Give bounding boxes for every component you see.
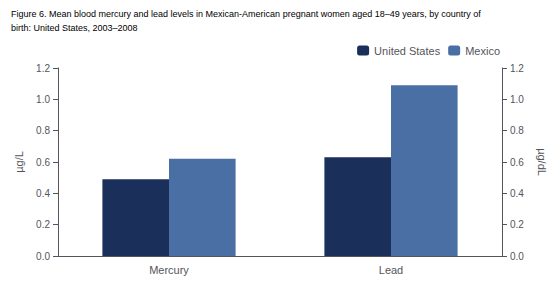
svg-text:0.6: 0.6 (510, 157, 524, 168)
svg-text:0.4: 0.4 (36, 188, 50, 199)
svg-text:Figure 6. Mean blood mercury a: Figure 6. Mean blood mercury and lead le… (11, 9, 481, 19)
svg-text:birth: United States, 2003–200: birth: United States, 2003–2008 (11, 23, 138, 33)
svg-text:1.0: 1.0 (36, 94, 50, 105)
svg-text:0.0: 0.0 (510, 251, 524, 262)
svg-text:µg/L: µg/L (13, 151, 25, 173)
svg-text:0.2: 0.2 (36, 219, 50, 230)
svg-text:0.8: 0.8 (510, 125, 524, 136)
svg-text:Mexico: Mexico (465, 45, 500, 57)
svg-text:1.2: 1.2 (510, 63, 524, 74)
svg-text:0.8: 0.8 (36, 125, 50, 136)
svg-text:1.2: 1.2 (36, 63, 50, 74)
svg-text:0.2: 0.2 (510, 219, 524, 230)
svg-text:0.0: 0.0 (36, 251, 50, 262)
svg-text:United States: United States (374, 45, 441, 57)
svg-text:0.4: 0.4 (510, 188, 524, 199)
svg-text:Mercury: Mercury (149, 264, 189, 276)
svg-text:Lead: Lead (379, 264, 403, 276)
svg-text:1.0: 1.0 (510, 94, 524, 105)
svg-text:0.6: 0.6 (36, 157, 50, 168)
svg-text:µg/dL: µg/dL (536, 148, 548, 176)
